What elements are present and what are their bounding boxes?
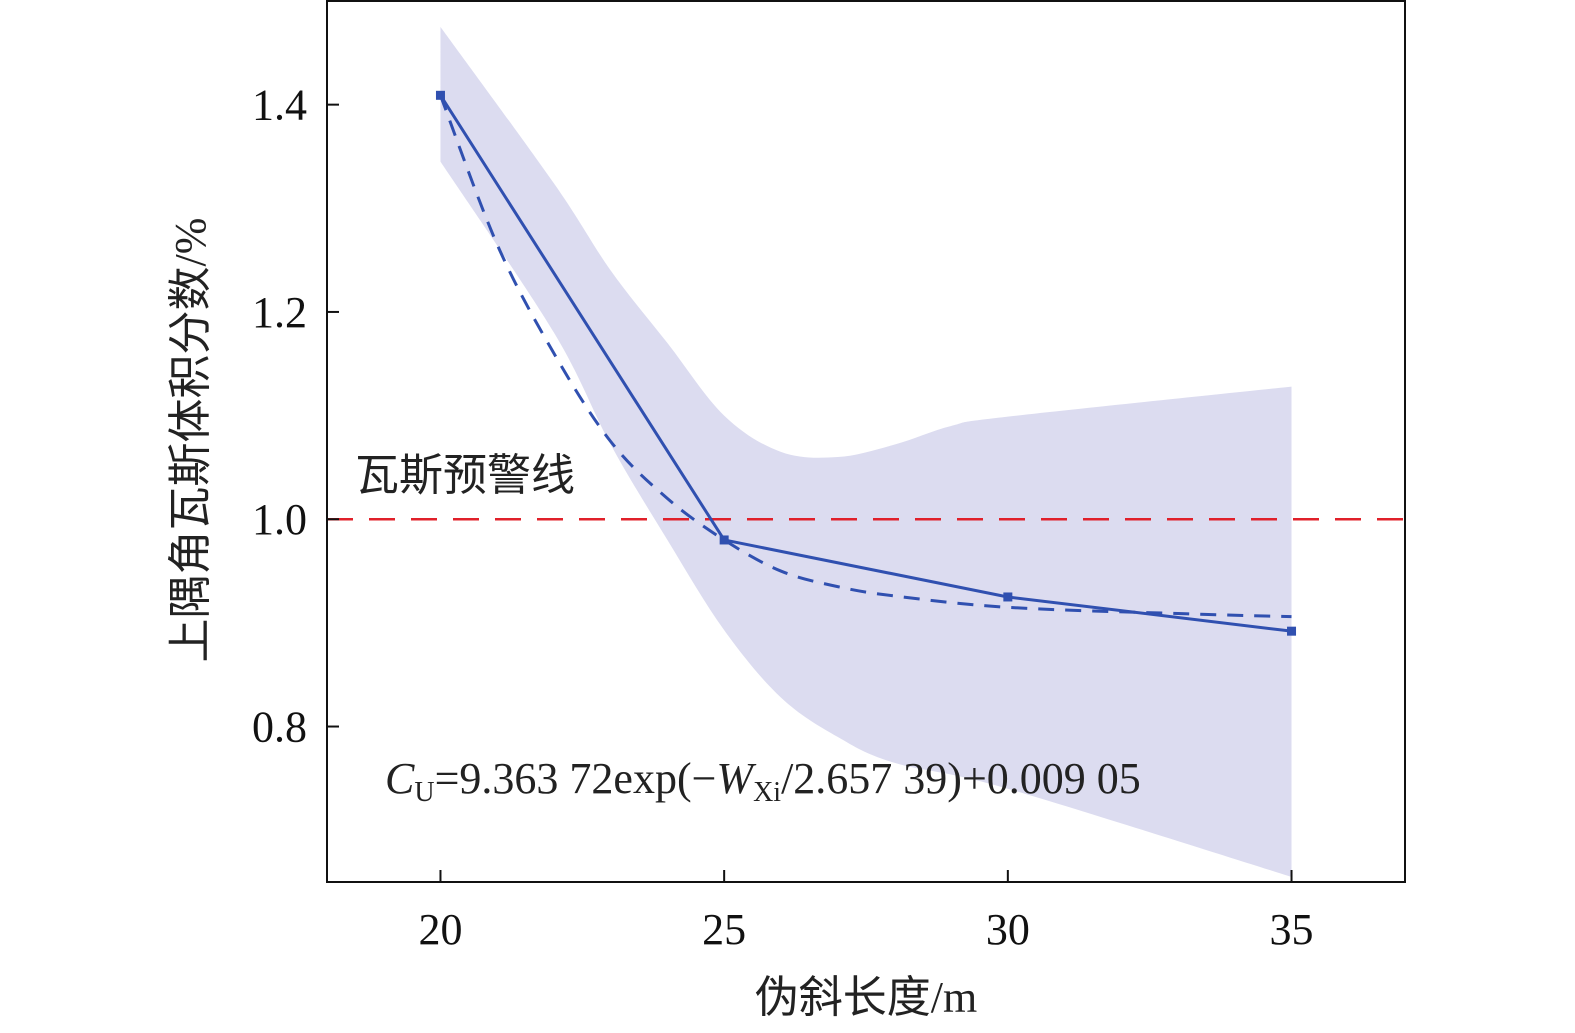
confidence-band xyxy=(440,26,1292,877)
fit-curve-fit xyxy=(439,94,1292,619)
plot-frame xyxy=(326,0,1406,883)
fit-equation: CU=9.363 72exp(−WXi/2.657 39)+0.009 05 xyxy=(385,754,1141,808)
data-point-marker xyxy=(719,535,729,545)
y-tick-label: 1.0 xyxy=(252,495,307,544)
x-tick-label: 30 xyxy=(986,905,1030,954)
y-tick-label: 0.8 xyxy=(252,703,307,752)
x-axis-label: 伪斜长度/m xyxy=(755,973,977,1022)
y-tick-label: 1.2 xyxy=(252,288,307,337)
data-point-marker xyxy=(1287,626,1297,636)
x-tick-label: 25 xyxy=(702,905,746,954)
x-tick-label: 20 xyxy=(418,905,462,954)
data-point-marker xyxy=(1003,592,1013,602)
y-tick-label: 1.4 xyxy=(252,81,307,130)
x-tick-label: 35 xyxy=(1270,905,1314,954)
y-axis-label: 上隅角瓦斯体积分数/% xyxy=(166,218,215,663)
warning-line-label: 瓦斯预警线 xyxy=(355,451,575,500)
